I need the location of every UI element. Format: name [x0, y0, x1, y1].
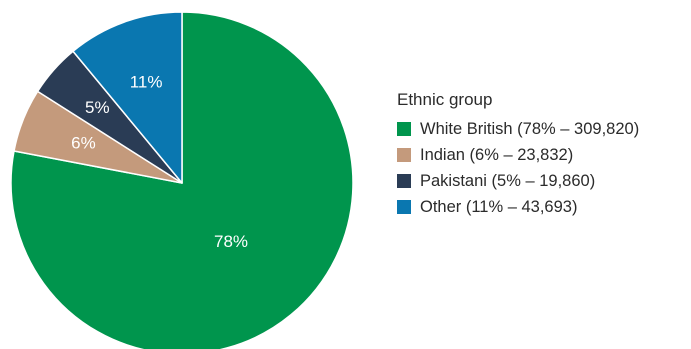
- legend-item-pakistani: Pakistani (5% – 19,860): [397, 168, 639, 194]
- legend-item-indian: Indian (6% – 23,832): [397, 142, 639, 168]
- legend: Ethnic group White British (78% – 309,82…: [397, 90, 639, 220]
- slice-label-white-british: 78%: [214, 232, 248, 251]
- legend-swatch: [397, 148, 411, 162]
- legend-item-white-british: White British (78% – 309,820): [397, 116, 639, 142]
- legend-title: Ethnic group: [397, 90, 493, 109]
- pie-slice-labels: 78% 6% 5% 11%: [71, 73, 248, 251]
- pie-slice-other: [72, 11, 183, 184]
- pie-slice-white-british: [10, 11, 354, 349]
- legend-swatch: [397, 122, 411, 136]
- legend-label: Other (11% – 43,693): [420, 197, 578, 216]
- legend-label: White British (78% – 309,820): [420, 119, 640, 138]
- legend-item-other: Other (11% – 43,693): [397, 194, 639, 220]
- legend-label: Pakistani (5% – 19,860): [420, 171, 596, 190]
- slice-label-other: 11%: [130, 73, 163, 92]
- slice-label-pakistani: 5%: [85, 98, 110, 117]
- legend-label: Indian (6% – 23,832): [420, 145, 574, 164]
- legend-swatch: [397, 200, 411, 214]
- legend-swatch: [397, 174, 411, 188]
- legend-items: White British (78% – 309,820) Indian (6% …: [397, 116, 639, 220]
- slice-label-indian: 6%: [71, 133, 96, 152]
- pie-slices: [10, 11, 354, 349]
